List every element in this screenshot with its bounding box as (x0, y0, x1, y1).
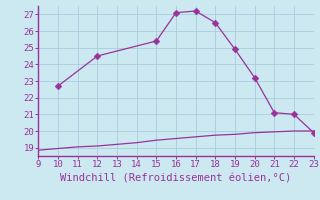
X-axis label: Windchill (Refroidissement éolien,°C): Windchill (Refroidissement éolien,°C) (60, 173, 292, 183)
